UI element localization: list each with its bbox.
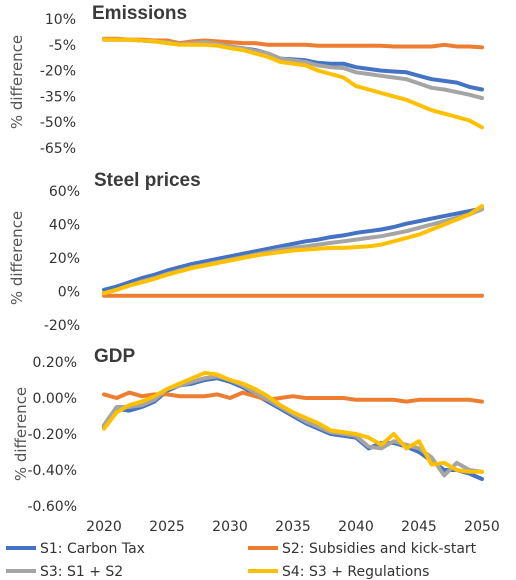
x-tick-label: 2025 xyxy=(149,519,185,535)
steel-prices-series-line-s1 xyxy=(102,206,484,292)
gdp-y-tick-label: -0.60% xyxy=(27,499,77,515)
gdp-y-tick-label: -0.40% xyxy=(27,463,77,479)
x-axis: 2020 2025 2030 2035 2040 2045 2050 xyxy=(86,519,500,535)
steel-prices-y-axis-label: % difference xyxy=(8,211,26,305)
emissions-y-tick-label: -20% xyxy=(40,64,76,80)
emissions-y-tick-label: -50% xyxy=(40,115,76,131)
x-tick-label: 2020 xyxy=(86,519,122,535)
legend: S1: Carbon Tax S2: Subsidies and kick-sta… xyxy=(6,541,477,580)
x-tick-label: 2035 xyxy=(275,519,311,535)
gdp-series-line-s2 xyxy=(102,390,484,404)
steel-prices-y-tick-label: 60% xyxy=(49,184,80,200)
x-tick-label: 2030 xyxy=(212,519,248,535)
legend-label-s3: S3: S1 + S2 xyxy=(40,564,123,580)
emissions-y-axis-label: % difference xyxy=(8,35,26,129)
gdp-y-axis-label: % difference xyxy=(12,387,30,481)
gdp-y-tick-label: 0.20% xyxy=(33,355,77,371)
steel-prices-y-tick-label: 20% xyxy=(49,251,80,267)
legend-label-s4: S4: S3 + Regulations xyxy=(282,564,429,580)
emissions-y-tick-label: -35% xyxy=(40,89,76,105)
steel-prices-y-tick-label: 40% xyxy=(49,218,80,234)
x-tick-label: 2040 xyxy=(338,519,374,535)
legend-label-s2: S2: Subsidies and kick-start xyxy=(282,541,477,557)
gdp-y-tick-label: 0.00% xyxy=(33,391,77,407)
steel-prices-title: Steel prices xyxy=(94,170,201,191)
legend-label-s1: S1: Carbon Tax xyxy=(40,541,145,557)
emissions-y-tick-label: -65% xyxy=(40,141,76,157)
emissions-panel: Emissions % difference 10% -5% -20% -35% -50% -… xyxy=(8,3,484,157)
gdp-title: GDP xyxy=(94,346,136,367)
gdp-series-line-s4 xyxy=(102,370,484,474)
emissions-y-tick-label: -5% xyxy=(49,38,76,54)
emissions-series-line-s4 xyxy=(102,37,484,130)
steel-prices-series-line-s4 xyxy=(102,204,484,296)
emissions-y-tick-label: 10% xyxy=(45,12,76,28)
x-tick-label: 2045 xyxy=(401,519,437,535)
steel-prices-y-tick-label: -20% xyxy=(44,318,80,334)
gdp-y-tick-label: -0.20% xyxy=(27,427,77,443)
steel-prices-panel: Steel prices % difference 60% 40% 20% 0% -20% xyxy=(8,170,484,334)
emissions-title: Emissions xyxy=(92,3,187,24)
steel-prices-y-tick-label: 0% xyxy=(58,285,80,301)
x-tick-label: 2050 xyxy=(464,519,500,535)
